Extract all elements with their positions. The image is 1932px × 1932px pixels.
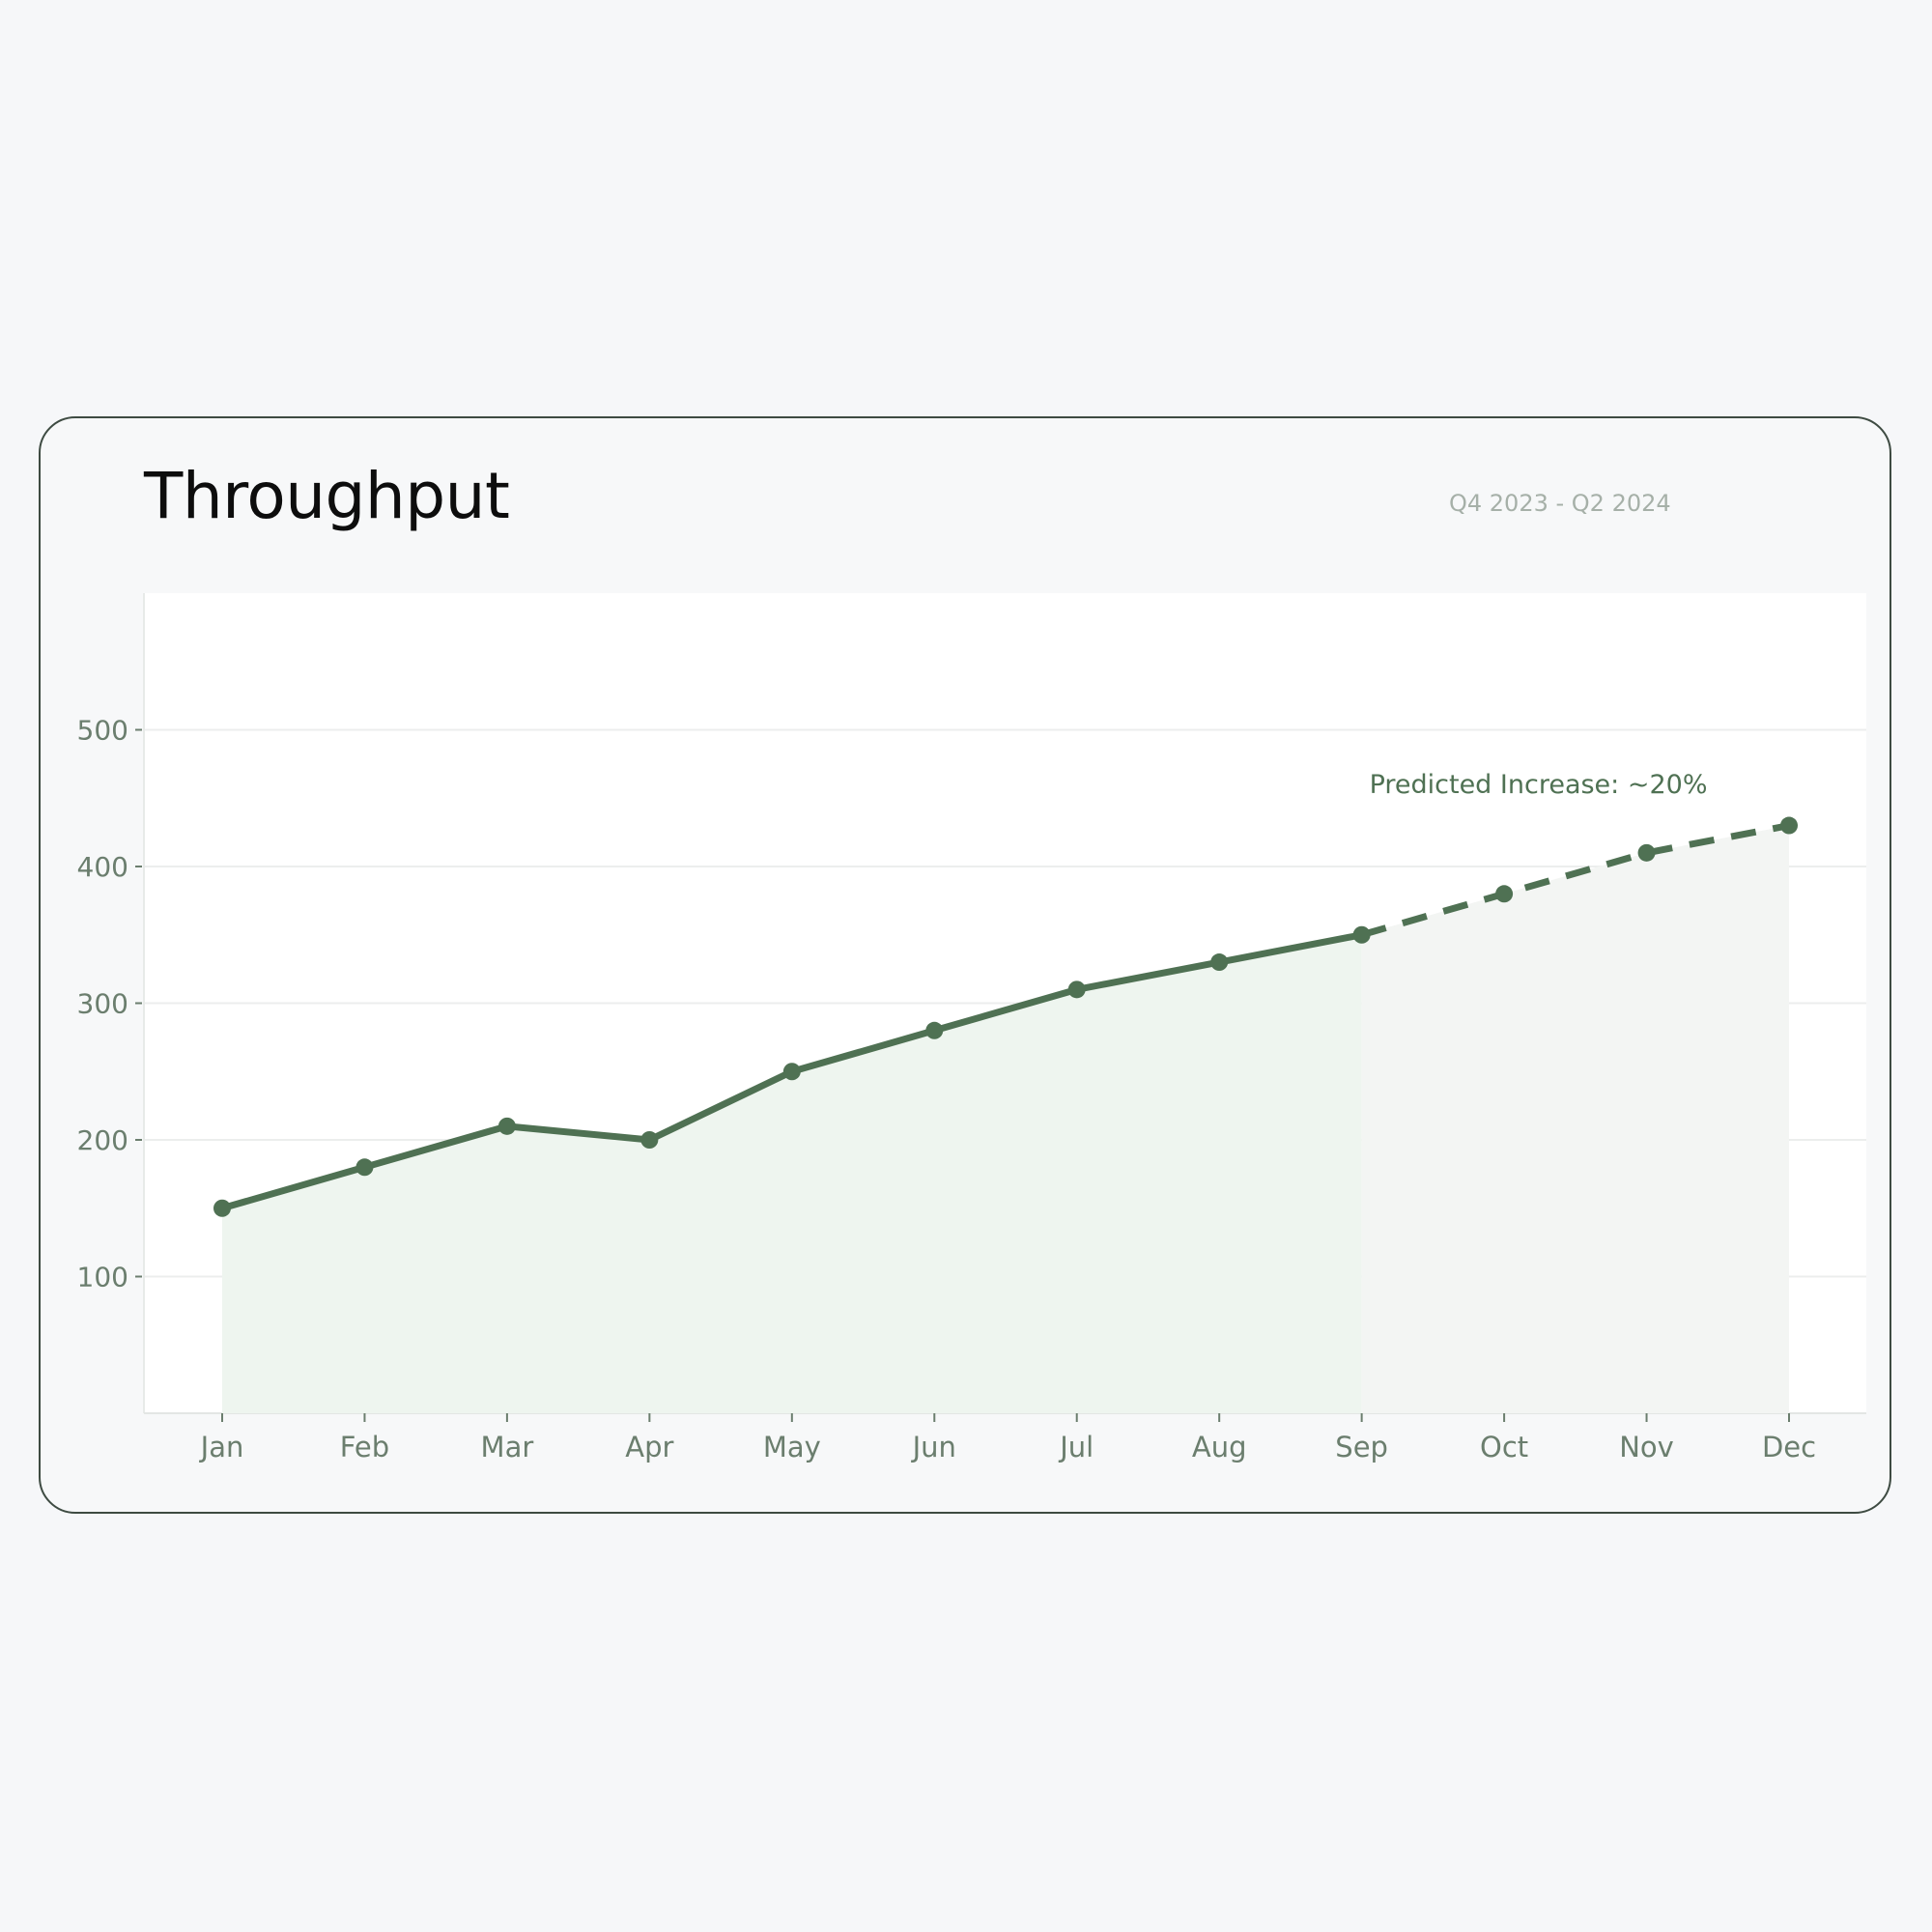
data-point-dec [1780,816,1798,835]
data-point-may [782,1063,801,1081]
data-point-nov [1637,843,1656,862]
y-tick-label-100: 100 [77,1262,128,1293]
x-tick-label-may: May [763,1431,821,1463]
data-point-mar [497,1117,516,1135]
actual-area [222,934,1362,1413]
x-tick-label-nov: Nov [1619,1431,1674,1463]
predicted-line [1360,822,1790,939]
x-tick-label-mar: Mar [481,1431,534,1463]
throughput-card: Throughput Q4 2023 - Q2 2024 100 200 300 40… [39,416,1891,1514]
predicted-increase-annotation: Predicted Increase: ~20% [1370,770,1708,800]
data-point-feb [355,1158,374,1177]
data-point-jan [213,1199,231,1217]
y-tick-label-400: 400 [77,851,128,883]
x-tick-label-feb: Feb [340,1431,389,1463]
chart-title: Throughput [144,459,510,533]
data-point-jun [925,1021,944,1039]
data-point-jul [1067,980,1086,999]
y-tick-label-500: 500 [77,715,128,747]
predicted-area [1361,825,1789,1413]
data-point-oct [1495,885,1514,903]
x-tick-label-jun: Jun [911,1431,956,1463]
data-point-apr [640,1131,659,1149]
y-tick-label-300: 300 [77,988,128,1020]
data-point-sep [1352,925,1371,944]
x-tick-label-jul: Jul [1058,1431,1094,1463]
x-tick-label-apr: Apr [625,1431,673,1463]
x-tick-label-dec: Dec [1762,1431,1816,1463]
x-tick-label-sep: Sep [1335,1431,1388,1463]
date-range-label: Q4 2023 - Q2 2024 [1449,490,1671,517]
x-tick-label-aug: Aug [1192,1431,1247,1463]
data-point-aug [1210,953,1229,972]
x-tick-label-oct: Oct [1480,1431,1528,1463]
y-tick-label-200: 200 [77,1124,128,1156]
throughput-line-chart: 100 200 300 400 500 Jan Feb Mar Apr May Jun Jul Aug S… [77,593,1866,1463]
x-tick-label-jan: Jan [199,1431,244,1463]
